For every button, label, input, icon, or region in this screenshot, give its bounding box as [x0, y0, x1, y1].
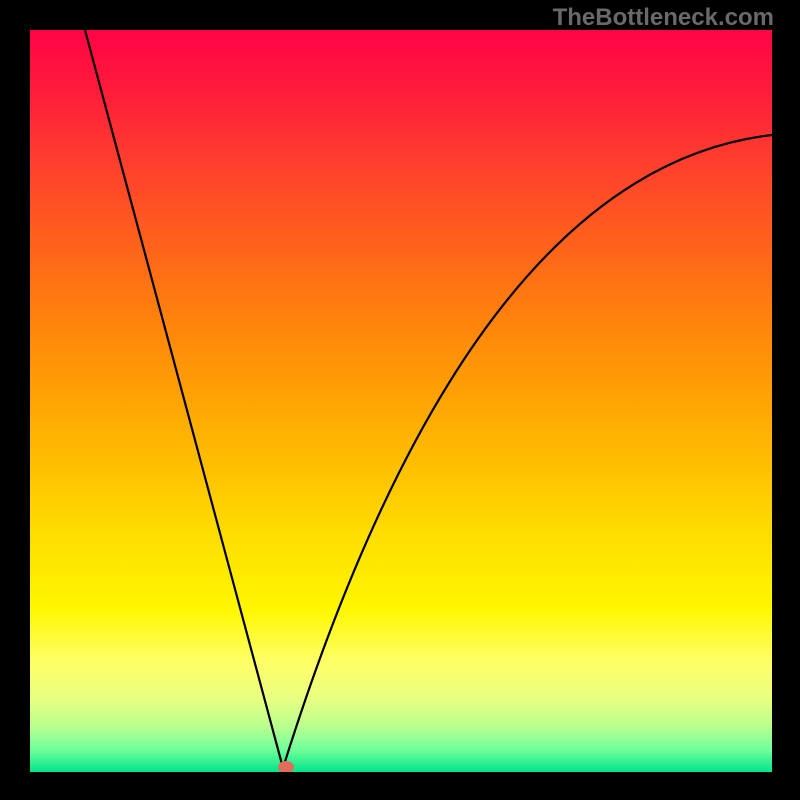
- bottleneck-curve: [85, 30, 772, 768]
- curve-layer: [30, 30, 772, 772]
- watermark-text: TheBottleneck.com: [553, 4, 774, 32]
- chart-frame: TheBottleneck.com: [0, 0, 800, 800]
- apex-marker: [278, 761, 294, 772]
- plot-area: [30, 30, 772, 772]
